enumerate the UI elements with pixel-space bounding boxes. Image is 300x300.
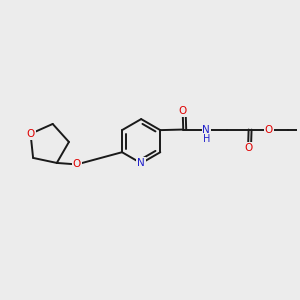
Text: H: H	[202, 134, 210, 144]
Text: O: O	[265, 124, 273, 134]
Text: O: O	[178, 106, 187, 116]
Text: N: N	[137, 158, 145, 168]
Text: O: O	[73, 159, 81, 170]
Text: N: N	[202, 124, 210, 134]
Text: O: O	[244, 143, 252, 153]
Text: O: O	[26, 129, 35, 139]
